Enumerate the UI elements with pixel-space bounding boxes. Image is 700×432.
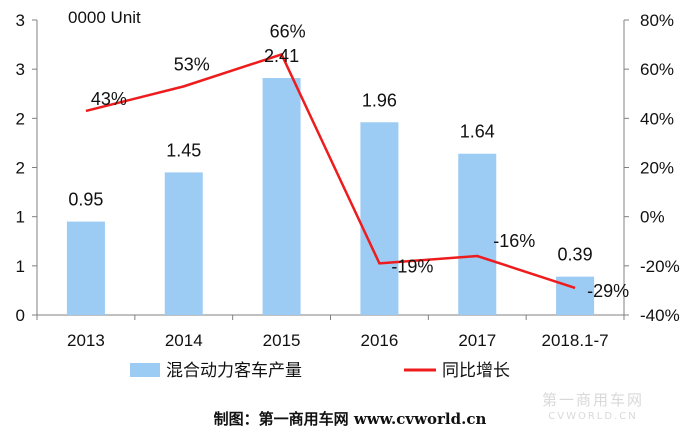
y-right-tick-label: -40% <box>640 306 680 325</box>
bar-value-label: 0.39 <box>558 245 593 265</box>
x-tick-label: 2013 <box>67 331 105 350</box>
watermark-main: 第一商用车网 <box>542 391 644 409</box>
bar <box>66 221 105 315</box>
growth-value-label: -19% <box>391 256 433 276</box>
unit-label: 0000 Unit <box>68 8 141 27</box>
bar-value-label: 1.64 <box>460 122 495 142</box>
bar <box>458 153 497 315</box>
y-left-tick-label: 1 <box>16 257 25 276</box>
x-tick-label: 2017 <box>458 331 496 350</box>
labels-layer: 0.95 1.45 2.41 1.96 1.64 0.39 43% 53% 66% -19% -16… <box>68 21 629 301</box>
axes-layer: 0 1 1 2 2 3 3 -40% -20% 0% 20% 40% 60% 80% 2013 2014 201… <box>16 11 680 350</box>
bar <box>262 78 301 316</box>
y-right-tick-label: 40% <box>640 109 674 128</box>
y-right-tick-label: -20% <box>640 257 680 276</box>
bar <box>164 172 203 315</box>
y-left-tick-label: 1 <box>16 208 25 227</box>
growth-value-label: -29% <box>587 281 629 301</box>
x-tick-label: 2014 <box>165 331 203 350</box>
y-right-tick-label: 60% <box>640 60 674 79</box>
growth-value-label: 43% <box>91 89 127 109</box>
bar-value-label: 1.45 <box>166 140 201 160</box>
y-left-tick-label: 3 <box>16 11 25 30</box>
x-tick-label: 2018.1-7 <box>542 331 609 350</box>
y-right-tick-label: 20% <box>640 159 674 178</box>
growth-value-label: 53% <box>174 54 210 74</box>
y-left-tick-label: 2 <box>16 109 25 128</box>
y-right-tick-label: 0% <box>640 208 665 227</box>
bars-layer <box>66 78 595 316</box>
bar-value-label: 1.96 <box>362 90 397 110</box>
legend-bar-swatch <box>130 363 160 377</box>
bar <box>360 122 399 316</box>
watermark-logo: 第一商用车网 CVWORLD.CN <box>542 391 644 422</box>
bar-value-label: 2.41 <box>264 46 299 66</box>
watermark-sub: CVWORLD.CN <box>548 411 637 422</box>
x-tick-label: 2015 <box>263 331 301 350</box>
line-layer <box>85 52 576 290</box>
growth-line <box>85 52 576 290</box>
bar-value-label: 0.95 <box>68 190 103 210</box>
chart-credit: 制图：第一商用车网 www.cvworld.cn <box>214 410 487 428</box>
growth-value-label: -16% <box>493 231 535 251</box>
y-left-tick-label: 2 <box>16 159 25 178</box>
legend-line-label: 同比增长 <box>442 361 510 381</box>
x-tick-label: 2016 <box>361 331 399 350</box>
legend-bar-label: 混合动力客车产量 <box>166 361 302 381</box>
growth-value-label: 66% <box>270 21 306 41</box>
y-right-tick-label: 80% <box>640 11 674 30</box>
y-left-tick-label: 0 <box>16 306 25 325</box>
y-left-tick-label: 3 <box>16 60 25 79</box>
